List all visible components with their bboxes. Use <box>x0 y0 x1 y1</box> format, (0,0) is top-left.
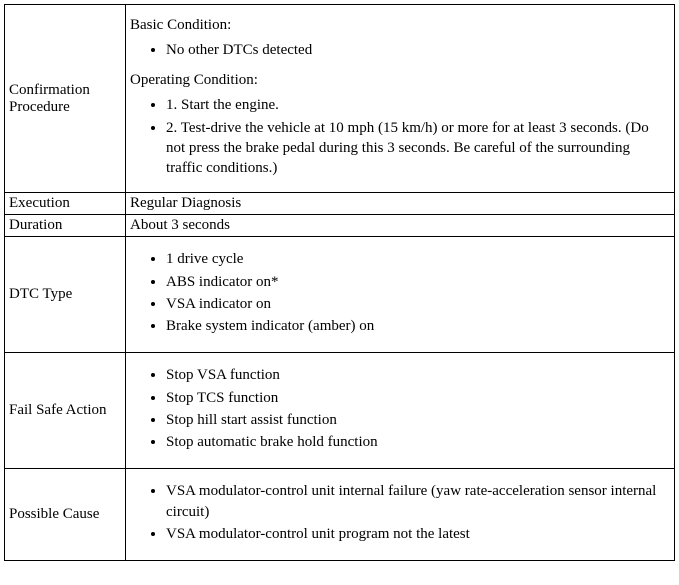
list-item: VSA indicator on <box>166 294 670 314</box>
list-item: Stop automatic brake hold function <box>166 432 670 452</box>
list-item: No other DTCs detected <box>166 40 670 60</box>
label-confirmation: Confirmation Procedure <box>5 5 126 193</box>
row-confirmation: Confirmation Procedure Basic Condition: … <box>5 5 675 193</box>
label-dtc-type: DTC Type <box>5 237 126 353</box>
diagnostic-table: Confirmation Procedure Basic Condition: … <box>4 4 675 561</box>
dtc-type-list: 1 drive cycle ABS indicator on* VSA indi… <box>130 249 670 336</box>
label-execution: Execution <box>5 193 126 215</box>
operating-condition-list: 1. Start the engine. 2. Test-drive the v… <box>130 95 670 178</box>
label-duration: Duration <box>5 215 126 237</box>
list-item: 2. Test-drive the vehicle at 10 mph (15 … <box>166 118 670 179</box>
row-duration: Duration About 3 seconds <box>5 215 675 237</box>
list-item: Brake system indicator (amber) on <box>166 316 670 336</box>
row-fail-safe: Fail Safe Action Stop VSA function Stop … <box>5 353 675 469</box>
value-execution: Regular Diagnosis <box>126 193 675 215</box>
list-item: VSA modulator-control unit internal fail… <box>166 481 670 522</box>
possible-cause-list: VSA modulator-control unit internal fail… <box>130 481 670 544</box>
list-item: ABS indicator on* <box>166 272 670 292</box>
row-dtc-type: DTC Type 1 drive cycle ABS indicator on*… <box>5 237 675 353</box>
fail-safe-list: Stop VSA function Stop TCS function Stop… <box>130 365 670 452</box>
content-possible-cause: VSA modulator-control unit internal fail… <box>126 469 675 561</box>
basic-condition-list: No other DTCs detected <box>130 40 670 60</box>
operating-condition-title: Operating Condition: <box>130 72 670 89</box>
list-item: Stop VSA function <box>166 365 670 385</box>
list-item: 1. Start the engine. <box>166 95 670 115</box>
content-dtc-type: 1 drive cycle ABS indicator on* VSA indi… <box>126 237 675 353</box>
row-execution: Execution Regular Diagnosis <box>5 193 675 215</box>
list-item: Stop hill start assist function <box>166 410 670 430</box>
basic-condition-title: Basic Condition: <box>130 17 670 34</box>
label-possible-cause: Possible Cause <box>5 469 126 561</box>
row-possible-cause: Possible Cause VSA modulator-control uni… <box>5 469 675 561</box>
content-fail-safe: Stop VSA function Stop TCS function Stop… <box>126 353 675 469</box>
list-item: VSA modulator-control unit program not t… <box>166 524 670 544</box>
label-fail-safe: Fail Safe Action <box>5 353 126 469</box>
list-item: Stop TCS function <box>166 388 670 408</box>
value-duration: About 3 seconds <box>126 215 675 237</box>
content-confirmation: Basic Condition: No other DTCs detected … <box>126 5 675 193</box>
list-item: 1 drive cycle <box>166 249 670 269</box>
